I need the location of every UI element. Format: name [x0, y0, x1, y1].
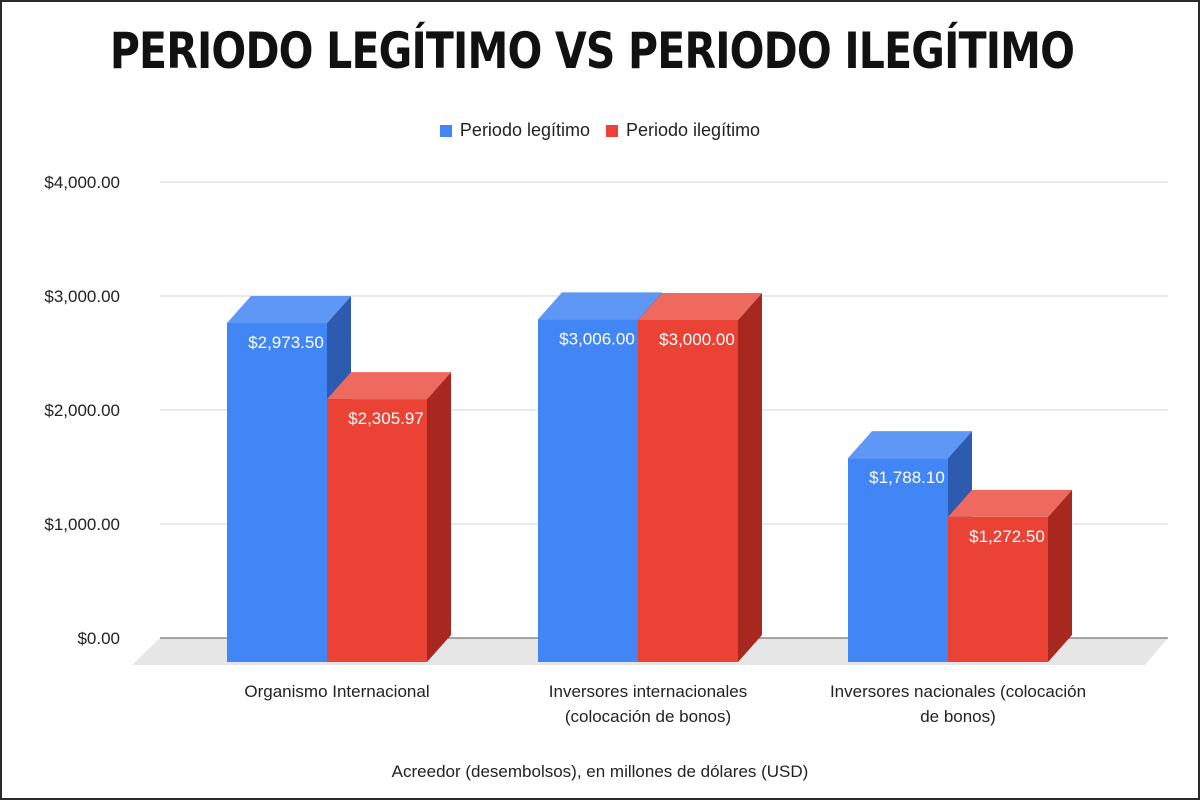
bar: [638, 320, 738, 662]
chart-legend: Periodo legítimo Periodo ilegítimo: [0, 120, 1200, 141]
x-category-label: de bonos): [920, 707, 996, 726]
bar-top: [638, 293, 762, 320]
x-category-label: Inversores nacionales (colocación: [830, 682, 1086, 701]
x-axis-label: Acreedor (desembolsos), en millones de d…: [391, 762, 809, 781]
data-label: $3,000.00: [659, 330, 735, 349]
legend-label-ilegitimo: Periodo ilegítimo: [626, 120, 761, 140]
y-tick-label: $2,000.00: [44, 401, 120, 420]
data-label: $1,272.50: [969, 527, 1045, 546]
bar-side: [427, 372, 451, 662]
x-category-label: (colocación de bonos): [565, 707, 731, 726]
y-tick-label: $3,000.00: [44, 287, 120, 306]
legend-swatch-ilegitimo: [606, 124, 618, 137]
data-label: $3,006.00: [559, 329, 635, 348]
y-tick-label: $4,000.00: [44, 173, 120, 192]
data-label: $2,305.97: [348, 409, 424, 428]
bar-top: [327, 372, 451, 400]
bar: [538, 319, 638, 662]
legend-item-ilegitimo: Periodo ilegítimo: [606, 120, 760, 141]
bar-top: [227, 296, 351, 324]
legend-swatch-legitimo: [439, 124, 452, 137]
chart-title: PERIODO LEGÍTIMO VS PERIODO ILEGÍTIMO: [109, 22, 1075, 80]
legend-item-legitimo: Periodo legítimo: [439, 120, 590, 141]
bar-top: [948, 489, 1072, 517]
bar-top: [538, 292, 662, 320]
bar-side: [738, 293, 762, 662]
bar: [948, 516, 1048, 662]
y-tick-label: $0.00: [77, 629, 120, 648]
bar: [327, 399, 427, 662]
bar: [227, 323, 327, 662]
data-label: $1,788.10: [869, 468, 945, 487]
bar: [848, 458, 948, 662]
x-category-label: Organismo Internacional: [244, 682, 429, 701]
x-category-label: Inversores internacionales: [549, 682, 747, 701]
bar-top: [848, 431, 972, 459]
data-label: $2,973.50: [248, 333, 324, 352]
y-tick-label: $1,000.00: [44, 515, 120, 534]
bar-side: [1048, 489, 1072, 662]
legend-label-legitimo: Periodo legítimo: [459, 120, 590, 140]
